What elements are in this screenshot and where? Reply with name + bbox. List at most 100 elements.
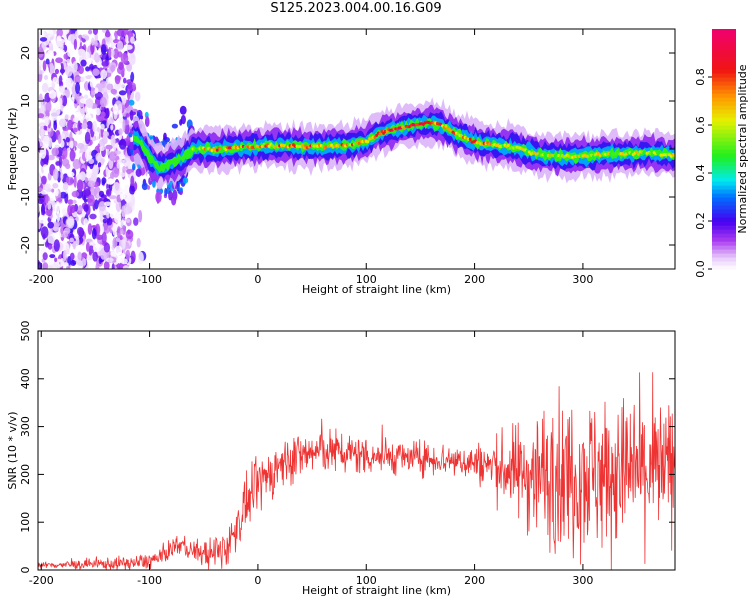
noise-blob (62, 249, 67, 262)
colorbar-tick-label: 0.6 (694, 116, 707, 134)
transition-blob (182, 177, 189, 184)
colorbar-tick-label: 0.8 (694, 68, 707, 86)
noise-blob (83, 204, 89, 212)
noise-blob (62, 127, 70, 132)
noise-blob (54, 188, 59, 197)
noise-blob (63, 227, 71, 234)
noise-blob (65, 65, 73, 77)
noise-blob (126, 88, 131, 100)
noise-blob (100, 44, 107, 55)
noise-blob (48, 137, 53, 148)
colorbar-segment (712, 109, 736, 114)
noise-blob (85, 242, 90, 252)
bottom-xtick-label: 300 (572, 574, 593, 587)
noise-blob (42, 164, 49, 172)
colorbar-segment (712, 189, 736, 194)
noise-blob (85, 98, 94, 108)
top-xtick-label: -200 (29, 273, 54, 286)
noise-blob (95, 243, 101, 249)
colorbar-segment (712, 41, 736, 46)
noise-blob (101, 136, 108, 145)
colorbar-segment (712, 113, 736, 118)
noise-blob (52, 182, 59, 189)
noise-blob (79, 98, 88, 104)
noise-blob (67, 48, 74, 58)
ridge-mid (133, 111, 675, 179)
colorbar-segment (712, 161, 736, 166)
noise-blob (85, 114, 90, 119)
noise-blob (58, 118, 67, 128)
noise-blob (85, 171, 93, 179)
noise-blob (119, 235, 123, 241)
noise-blob (77, 142, 85, 150)
noise-blob (56, 40, 64, 48)
noise-blob (39, 37, 48, 42)
transition-blob (128, 99, 135, 106)
colorbar-segment (712, 233, 736, 238)
noise-blob (136, 237, 141, 248)
noise-blob (94, 132, 100, 137)
noise-blob (51, 147, 60, 157)
colorbar-segment (712, 69, 736, 74)
colorbar-segment (712, 165, 736, 170)
top-xtick-label: 100 (356, 273, 377, 286)
ridge-dot (267, 144, 271, 148)
colorbar-segment (712, 201, 736, 206)
noise-blob (60, 258, 64, 267)
ridge-dot (373, 135, 377, 139)
noise-blob (106, 212, 110, 219)
transition-blob (152, 179, 156, 188)
noise-blob (52, 223, 59, 228)
bottom-xtick-label: 100 (356, 574, 377, 587)
noise-blob (64, 114, 70, 120)
noise-blob (41, 82, 49, 93)
ridge-dot (375, 133, 379, 137)
colorbar-segment (712, 181, 736, 186)
noise-blob (98, 146, 105, 152)
noise-blob (69, 140, 74, 149)
noise-blob (117, 40, 124, 51)
noise-blob (108, 47, 112, 59)
colorbar-segment (712, 245, 736, 250)
noise-blob (47, 242, 53, 250)
noise-blob (120, 258, 128, 265)
colorbar-segment (712, 257, 736, 262)
colorbar-segment (712, 121, 736, 126)
colorbar-segment (712, 229, 736, 234)
noise-blob (80, 76, 87, 83)
noise-blob (75, 82, 81, 95)
noise-blob (54, 257, 58, 263)
noise-blob (114, 81, 121, 91)
noise-blob (118, 61, 124, 71)
colorbar-segment (712, 153, 736, 158)
noise-blob (42, 60, 47, 72)
noise-blob (130, 250, 136, 264)
transition-blob (164, 187, 168, 197)
colorbar-segment (712, 241, 736, 246)
noise-blob (47, 221, 54, 229)
noise-blob (38, 113, 45, 119)
noise-blob (116, 226, 121, 239)
noise-blob (110, 124, 114, 131)
noise-blob (109, 203, 114, 216)
noise-blob (69, 204, 76, 214)
noise-blob (53, 239, 60, 252)
ridge-dot (380, 129, 384, 133)
noise-blob (56, 29, 63, 38)
noise-blob (91, 228, 97, 240)
colorbar-segment (712, 89, 736, 94)
noise-blob (40, 104, 45, 114)
noise-blob (42, 135, 50, 148)
noise-blob (100, 111, 106, 118)
noise-blob (76, 173, 83, 180)
noise-blob (125, 229, 134, 240)
bottom-xtick-label: -200 (29, 574, 54, 587)
bottom-ytick-label: 0 (19, 567, 32, 574)
noise-blob (101, 180, 106, 186)
noise-blob (71, 190, 80, 198)
noise-blob (53, 120, 58, 131)
noise-blob (113, 211, 122, 224)
noise-blob (63, 53, 68, 60)
noise-blob (103, 261, 110, 269)
